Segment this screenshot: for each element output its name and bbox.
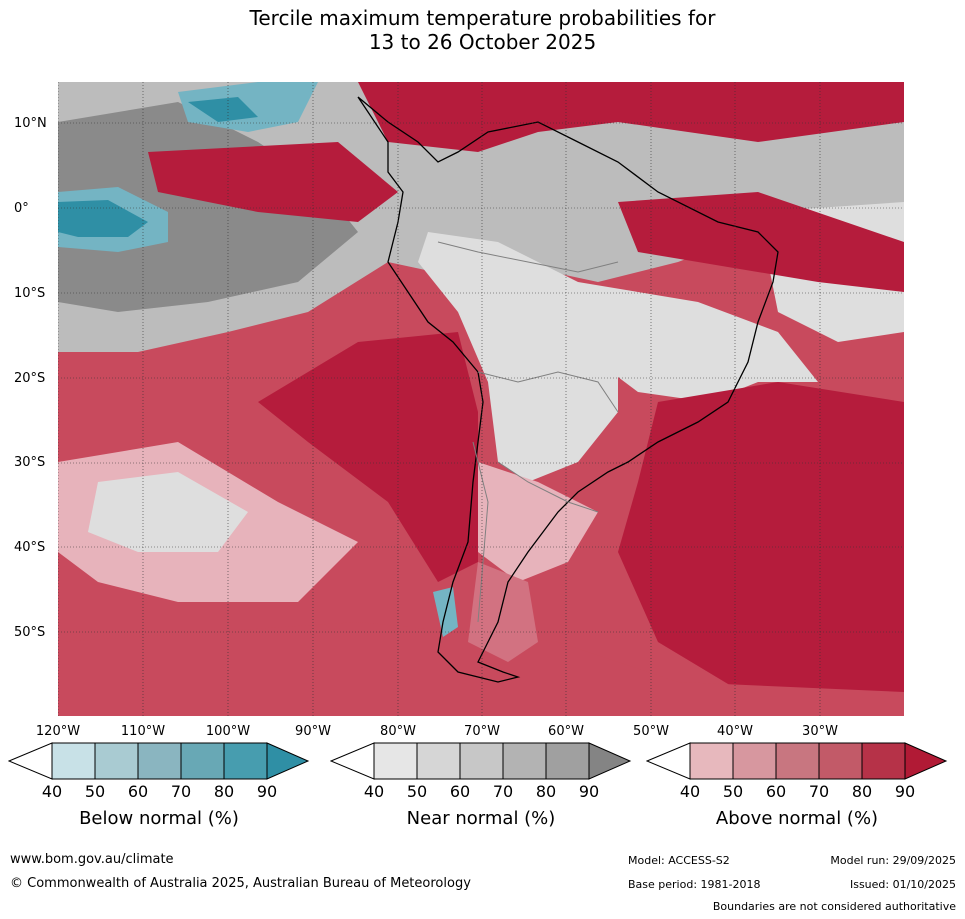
above-normal-region-caribbean xyxy=(358,82,904,152)
model-name: Model: ACCESS-S2 xyxy=(628,854,730,867)
colorbar-tick: 70 xyxy=(492,782,514,801)
copyright-text: © Commonwealth of Australia 2025, Austra… xyxy=(10,876,471,891)
near-normal-light-region xyxy=(568,282,818,402)
colorbar-above-bin-70 xyxy=(818,742,863,780)
chart-title-line2: 13 to 26 October 2025 xyxy=(368,30,597,54)
below-normal-strong-north xyxy=(188,97,258,122)
colorbar-above-bin-90 xyxy=(904,742,948,780)
above-normal-region-north-pacific xyxy=(148,142,398,222)
colorbar-below-bin-70 xyxy=(180,742,225,780)
below-normal-strong-equatorial xyxy=(58,200,148,237)
probability-map xyxy=(58,82,904,716)
colorbar-below-bin-90 xyxy=(266,742,310,780)
colorbar-tick: 50 xyxy=(406,782,428,801)
near-normal-patch-south-pacific xyxy=(88,472,248,552)
colorbar-tick: 90 xyxy=(256,782,278,801)
lon-label-30w: 30°W xyxy=(802,724,838,739)
colorbar-above-bin-40 xyxy=(689,742,734,780)
lon-label-40w: 40°W xyxy=(717,724,753,739)
issued-date: Issued: 01/10/2025 xyxy=(849,878,956,891)
model-run: Model run: 29/09/2025 xyxy=(830,854,956,867)
colorbar-near-bin-60 xyxy=(459,742,504,780)
colorbar-title-above: Above normal (%) xyxy=(715,808,879,829)
colorbar-tick: 60 xyxy=(449,782,471,801)
colorbar-tick: 90 xyxy=(578,782,600,801)
colorbar-tick: 50 xyxy=(84,782,106,801)
lat-label-50s: 50°S xyxy=(14,625,46,640)
lon-label-80w: 80°W xyxy=(380,724,416,739)
country-border xyxy=(472,441,489,623)
colorbar-above-bin-80 xyxy=(861,742,906,780)
colorbar-near-bin-40 xyxy=(373,742,418,780)
colorbar-above-bin-60 xyxy=(775,742,820,780)
colorbar-title-near: Near normal (%) xyxy=(406,808,556,829)
colorbar-below-bin-40 xyxy=(51,742,96,780)
lon-label-100w: 100°W xyxy=(205,724,251,739)
lon-label-60w: 60°W xyxy=(548,724,584,739)
near-normal-continental-interior xyxy=(418,232,618,482)
colorbar-near-bin-80 xyxy=(545,742,590,780)
lat-label-40s: 40°S xyxy=(14,540,46,555)
lon-label-90w: 90°W xyxy=(295,724,331,739)
lat-label-10n: 10°N xyxy=(14,116,47,131)
colorbar-below-bin-60 xyxy=(137,742,182,780)
colorbar-tick: 70 xyxy=(170,782,192,801)
lat-label-0: 0° xyxy=(14,201,29,216)
lon-label-110w: 110°W xyxy=(120,724,166,739)
south-america-coastline xyxy=(357,96,779,683)
base-period: Base period: 1981-2018 xyxy=(628,878,761,891)
country-border xyxy=(437,241,619,273)
colorbar-above-bin-50 xyxy=(732,742,777,780)
colorbar-tick: 70 xyxy=(808,782,830,801)
colorbar-tick: 40 xyxy=(41,782,63,801)
above-normal-region-south-atlantic xyxy=(618,382,904,702)
colorbar-tick: 80 xyxy=(213,782,235,801)
colorbar-below-normal xyxy=(8,742,310,780)
colorbar-near-bin-50 xyxy=(416,742,461,780)
colorbar-near-bin-90 xyxy=(588,742,632,780)
colorbar-above-normal xyxy=(646,742,948,780)
gridlines xyxy=(58,82,904,716)
boundaries-disclaimer: Boundaries are not considered authoritat… xyxy=(712,900,956,913)
website-link[interactable]: www.bom.gov.au/climate xyxy=(10,852,174,867)
country-border xyxy=(497,461,599,513)
above-normal-region-amazon-east xyxy=(618,192,904,292)
country-border xyxy=(477,371,619,413)
colorbar-tick: 60 xyxy=(765,782,787,801)
lon-label-70w: 70°W xyxy=(464,724,500,739)
colorbar-tick: 80 xyxy=(535,782,557,801)
lon-label-120w: 120°W xyxy=(35,724,81,739)
colorbar-tick: 50 xyxy=(722,782,744,801)
near-normal-dark-region xyxy=(58,102,358,312)
chart-title-line1: Tercile maximum temperature probabilitie… xyxy=(249,6,716,30)
lat-label-10s: 10°S xyxy=(14,286,46,301)
colorbar-below-bin-80 xyxy=(223,742,268,780)
lat-label-20s: 20°S xyxy=(14,371,46,386)
above-normal-region-southern-ocean xyxy=(58,622,904,716)
above-normal-patagonia xyxy=(468,562,538,662)
colorbar-title-below: Below normal (%) xyxy=(79,808,239,829)
colorbar-tick: 40 xyxy=(679,782,701,801)
colorbar-tick: 40 xyxy=(363,782,385,801)
colorbar-near-bin-70 xyxy=(502,742,547,780)
colorbar-tick: 80 xyxy=(851,782,873,801)
colorbar-below-bin-50 xyxy=(94,742,139,780)
colorbar-tick: 60 xyxy=(127,782,149,801)
colorbar-tick: 90 xyxy=(894,782,916,801)
lon-label-50w: 50°W xyxy=(633,724,669,739)
colorbar-near-normal xyxy=(330,742,632,780)
above-normal-light-pampas xyxy=(478,462,598,582)
lat-label-30s: 30°S xyxy=(14,455,46,470)
